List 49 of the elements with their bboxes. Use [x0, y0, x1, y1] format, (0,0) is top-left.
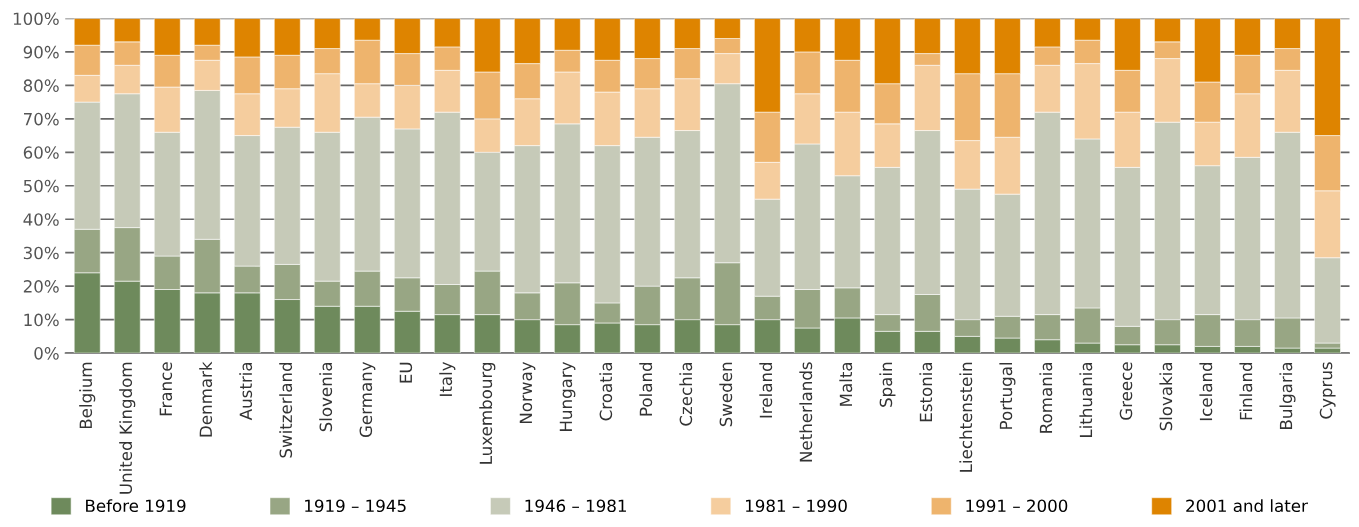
x-tick-label: Slovakia	[1159, 362, 1173, 431]
y-tick-label: 100%	[13, 12, 59, 26]
x-tick-label: Croatia	[599, 362, 613, 421]
x-tick-label: EU	[399, 362, 413, 383]
x-tick-label: Greece	[1119, 362, 1133, 420]
x-tick-label: Liechtenstein	[959, 362, 973, 472]
x-tick-label: Czechia	[679, 362, 693, 426]
x-tick-label: Sweden	[719, 362, 733, 427]
y-tick-label: 30%	[23, 246, 59, 260]
legend-label: 2001 and later	[1186, 499, 1308, 513]
x-tick-label: Iceland	[1199, 362, 1213, 421]
x-tick-label: United Kingdom	[119, 362, 136, 494]
y-tick-label: 70%	[24, 112, 59, 126]
x-tick-label: Slovenia	[319, 362, 333, 432]
y-tick-label: 60%	[23, 146, 59, 159]
y-tick-label: 20%	[23, 280, 59, 293]
x-tick-label: Belgium	[79, 362, 96, 429]
y-tick-label: 40%	[23, 213, 59, 226]
legend-label: 1946 – 1981	[525, 499, 626, 513]
y-tick-label: 80%	[23, 79, 59, 92]
x-tick-label: Denmark	[199, 361, 213, 437]
x-tick-label: Romania	[1039, 362, 1053, 433]
legend-label: Before 1919	[86, 499, 186, 513]
x-tick-label: Estonia	[919, 362, 933, 422]
x-tick-label: Switzerland	[279, 362, 293, 458]
x-tick-label: Poland	[639, 362, 653, 416]
x-tick-label: France	[159, 362, 173, 416]
x-tick-label: Portugal	[999, 362, 1016, 429]
y-tick-label: 90%	[23, 45, 59, 59]
x-tick-label: Norway	[519, 361, 536, 424]
x-tick-label: Hungary	[559, 361, 576, 431]
x-tick-label: Spain	[879, 362, 896, 407]
x-tick-label: Finland	[1239, 362, 1253, 420]
x-tick-label: Malta	[839, 362, 853, 406]
x-tick-label: Austria	[239, 362, 253, 421]
y-tick-label: 0%	[34, 347, 59, 360]
legend-label: 1991 – 2000	[966, 499, 1068, 513]
legend-label: 1919 – 1945	[305, 499, 406, 513]
x-tick-label: Lithuania	[1079, 362, 1093, 437]
y-tick-label: 10%	[24, 313, 59, 327]
x-tick-label: Germany	[359, 361, 376, 438]
y-tick-label: 50%	[23, 179, 59, 193]
x-tick-label: Italy	[439, 361, 456, 396]
x-tick-label: Bulgaria	[1279, 362, 1296, 429]
x-tick-label: Luxembourg	[479, 362, 496, 464]
x-tick-label: Cyprus	[1319, 362, 1336, 419]
x-tick-label: Ireland	[759, 362, 773, 418]
x-tick-label: Netherlands	[799, 362, 813, 462]
legend-label: 1981 – 1990	[746, 499, 847, 513]
